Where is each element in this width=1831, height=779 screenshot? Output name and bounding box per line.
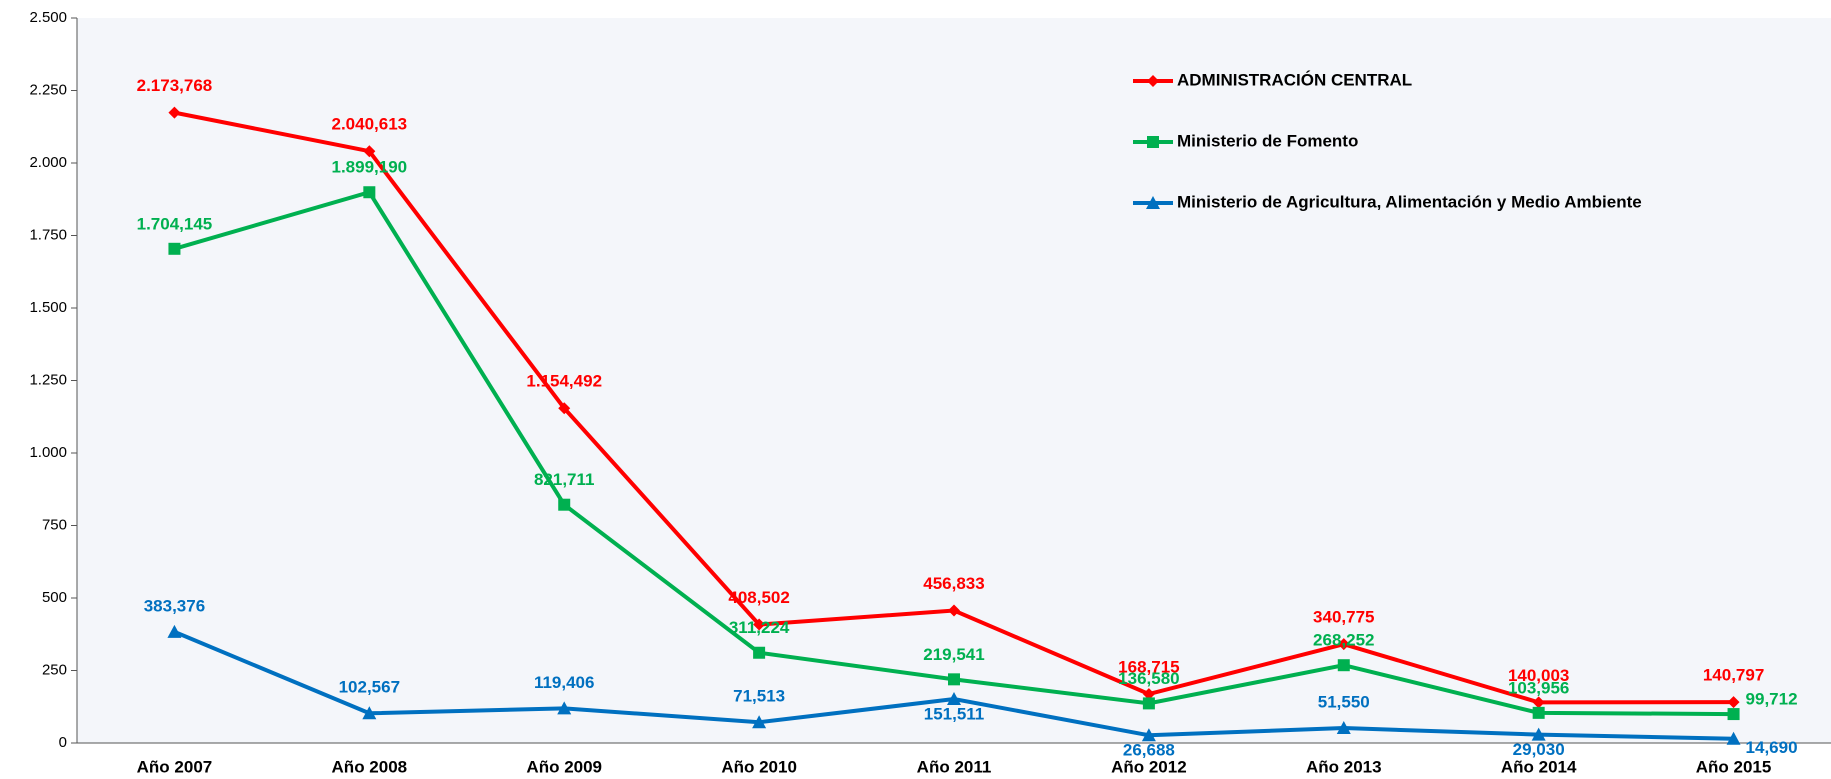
marker [1532,706,1545,719]
x-tick-label: Año 2007 [137,757,213,776]
y-tick-label: 250 [42,661,67,678]
plot-area [77,18,1831,743]
marker [753,618,766,631]
marker [948,673,960,686]
marker [167,624,182,638]
data-label: 408,502 [728,588,789,607]
y-tick-label: 0 [59,734,67,751]
data-label: 151,511 [924,705,985,724]
data-label: 136,580 [1118,669,1179,688]
y-tick-label: 1.250 [29,371,67,388]
legend-marker [1147,136,1159,148]
data-label: 456,833 [923,574,984,593]
data-label: 102,567 [339,678,400,697]
data-label: 99,712 [1746,690,1798,709]
legend-label: Ministerio de Agricultura, Alimentación … [1177,192,1642,211]
legend-marker [1147,75,1159,87]
x-tick-label: Año 2011 [917,757,992,776]
marker [1727,708,1740,721]
data-label: 26,688 [1123,741,1175,760]
y-tick-label: 2.500 [29,9,67,26]
data-label: 51,550 [1318,693,1370,712]
marker [1726,731,1741,745]
x-tick-label: Año 2010 [721,757,797,776]
data-label: 140,003 [1508,666,1569,685]
data-label: 821,711 [534,470,595,489]
marker [1727,696,1740,709]
data-label: 71,513 [733,687,785,706]
y-tick-label: 2.250 [29,81,67,98]
data-label: 219,541 [923,645,984,664]
data-label: 168,715 [1118,658,1179,677]
x-tick-label: Año 2008 [332,757,408,776]
y-tick-label: 1.750 [29,226,67,243]
data-label: 268,252 [1313,631,1374,650]
marker [1532,696,1545,709]
marker [168,106,181,119]
x-tick-label: Año 2009 [526,757,602,776]
marker [948,604,960,617]
data-label: 311,224 [729,618,790,637]
marker [1337,659,1350,672]
marker [557,701,572,715]
marker [363,186,376,199]
y-tick-label: 1.500 [29,299,67,316]
marker [1142,697,1155,710]
data-label: 119,406 [534,673,595,692]
y-tick-label: 1.000 [29,444,67,461]
legend-label: Ministerio de Fomento [1177,131,1358,150]
marker [168,242,181,255]
marker [558,402,571,415]
marker [1142,688,1155,701]
marker [1337,638,1350,651]
data-label: 1.899,190 [332,158,408,177]
marker [1141,728,1156,742]
data-label: 103,956 [1508,678,1569,697]
data-label: 340,775 [1313,608,1374,627]
marker [1336,721,1351,735]
y-tick-label: 2.000 [29,154,67,171]
x-tick-label: Año 2014 [1501,757,1577,776]
marker [1531,727,1546,741]
data-label: 2.173,768 [137,76,213,95]
y-tick-label: 500 [42,589,67,606]
marker [362,706,377,720]
marker [753,646,766,659]
data-label: 29,030 [1513,740,1565,759]
x-tick-label: Año 2012 [1111,757,1187,776]
data-label: 14,690 [1746,738,1798,757]
legend-label: ADMINISTRACIÓN CENTRAL [1177,70,1412,89]
data-label: 383,376 [144,596,205,615]
marker [363,145,376,158]
y-tick-label: 750 [42,516,67,533]
legend-marker [1146,196,1160,209]
data-label: 140,797 [1703,666,1764,685]
x-tick-label: Año 2013 [1306,757,1382,776]
marker [752,715,767,729]
marker [558,498,571,511]
marker [947,692,961,706]
data-label: 1.154,492 [526,372,602,391]
data-label: 1.704,145 [137,214,213,233]
x-tick-label: Año 2015 [1696,757,1772,776]
data-label: 2.040,613 [332,115,408,134]
